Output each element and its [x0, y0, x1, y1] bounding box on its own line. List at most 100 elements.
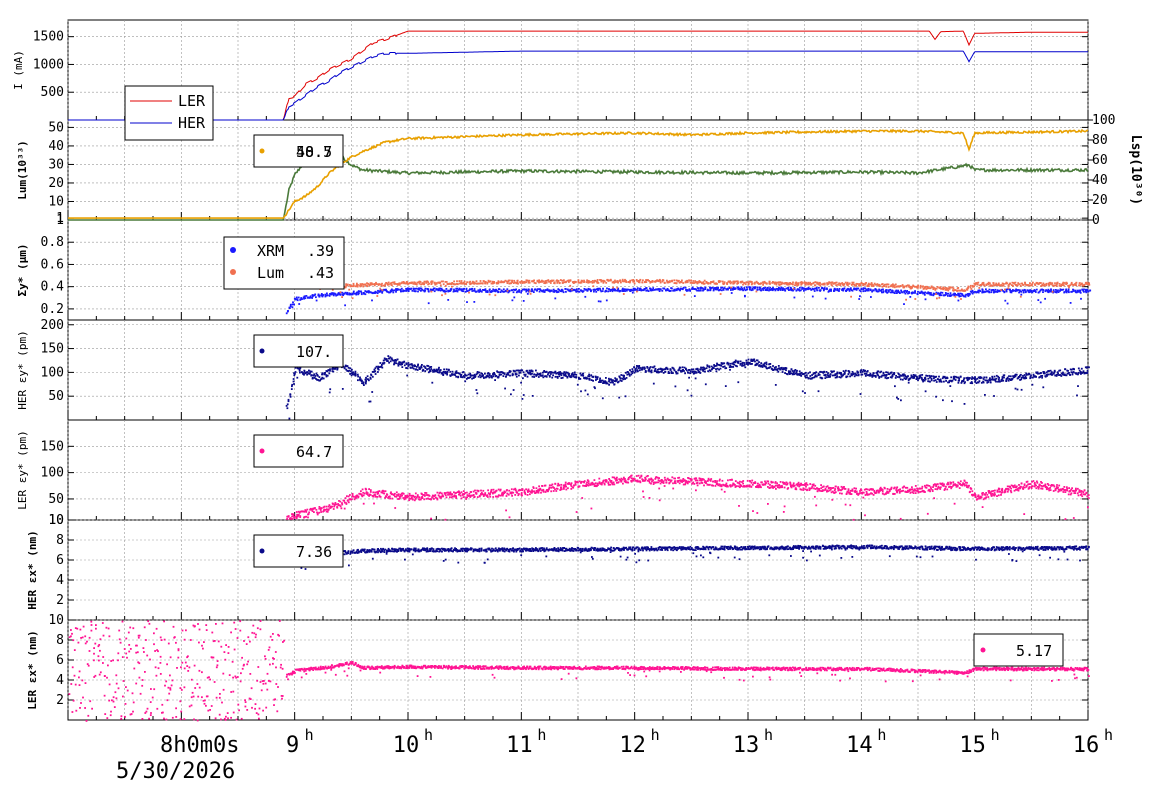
data-point [533, 376, 535, 378]
data-point [435, 497, 437, 499]
data-point [903, 303, 905, 305]
data-point [1030, 377, 1032, 379]
data-point [371, 300, 373, 302]
y2-tick-label: 100 [1092, 113, 1115, 128]
data-point [595, 291, 597, 293]
data-point [617, 290, 619, 292]
data-point [824, 377, 826, 379]
data-point [985, 377, 987, 379]
data-point [536, 289, 538, 291]
data-point [316, 509, 318, 511]
data-point [395, 291, 397, 293]
data-point [933, 294, 935, 296]
data-point [775, 384, 777, 386]
data-point [408, 499, 410, 501]
data-point [1070, 291, 1072, 293]
data-point [386, 494, 388, 496]
data-point [1081, 368, 1083, 370]
y-tick-label: 0.4 [41, 280, 65, 295]
data-point [441, 294, 443, 296]
data-point [371, 391, 373, 393]
data-point [326, 510, 328, 512]
data-point [989, 282, 991, 284]
data-point [337, 368, 339, 370]
data-point [594, 387, 596, 389]
data-point [720, 293, 722, 295]
data-point [365, 489, 367, 491]
data-point [485, 289, 487, 291]
data-point [958, 295, 960, 297]
data-point [338, 500, 340, 502]
data-point [754, 288, 756, 290]
data-point [474, 490, 476, 492]
data-point [925, 378, 927, 380]
data-point [855, 373, 857, 375]
data-point [642, 279, 644, 281]
data-point [545, 289, 547, 291]
data-point [654, 370, 656, 372]
data-point [965, 296, 967, 298]
data-point [830, 282, 832, 284]
data-point [460, 374, 462, 376]
data-point [451, 497, 453, 499]
data-point [529, 290, 531, 292]
data-point [348, 370, 350, 372]
data-point [329, 370, 331, 372]
data-point [670, 369, 672, 371]
data-point [1029, 373, 1031, 375]
data-point [518, 370, 520, 372]
data-point [594, 289, 596, 291]
y-tick-label: 4 [56, 573, 64, 588]
data-point [718, 290, 720, 292]
data-point [518, 372, 520, 374]
data-point [445, 494, 447, 496]
data-point [868, 290, 870, 292]
data-point [730, 363, 732, 365]
data-point [345, 502, 347, 504]
data-point [391, 357, 393, 359]
data-point [511, 280, 513, 282]
data-point [700, 290, 702, 292]
data-point [748, 359, 750, 361]
data-point [753, 359, 755, 361]
data-point [947, 290, 949, 292]
data-point [873, 284, 875, 286]
data-point [344, 508, 346, 510]
data-point [849, 372, 851, 374]
data-point [1080, 290, 1082, 292]
data-point [806, 374, 808, 376]
data-point [546, 282, 548, 284]
data-point [430, 518, 432, 520]
data-point [303, 511, 305, 513]
data-point [419, 281, 421, 283]
data-point [1025, 291, 1027, 293]
data-point [960, 376, 962, 378]
data-point [626, 377, 628, 379]
data-point [317, 375, 319, 377]
data-point [895, 290, 897, 292]
data-point [492, 289, 494, 291]
data-point [381, 492, 383, 494]
y-tick-label: 150 [41, 439, 64, 454]
data-point [1054, 282, 1056, 284]
y-tick-label: 1000 [33, 57, 64, 72]
data-point [425, 281, 427, 283]
data-point [602, 288, 604, 290]
data-point [834, 374, 836, 376]
panel-5 [68, 420, 1088, 520]
data-point [1068, 289, 1070, 291]
data-point [578, 291, 580, 293]
data-point [856, 374, 858, 376]
data-point [479, 374, 481, 376]
data-point [1073, 368, 1075, 370]
data-point [588, 288, 590, 290]
data-point [366, 291, 368, 293]
data-point [958, 380, 960, 382]
data-point [544, 291, 546, 293]
data-point [427, 288, 429, 290]
data-point [979, 284, 981, 286]
data-point [440, 284, 442, 286]
data-point [805, 284, 807, 286]
data-point [1088, 284, 1090, 286]
data-point [346, 495, 348, 497]
